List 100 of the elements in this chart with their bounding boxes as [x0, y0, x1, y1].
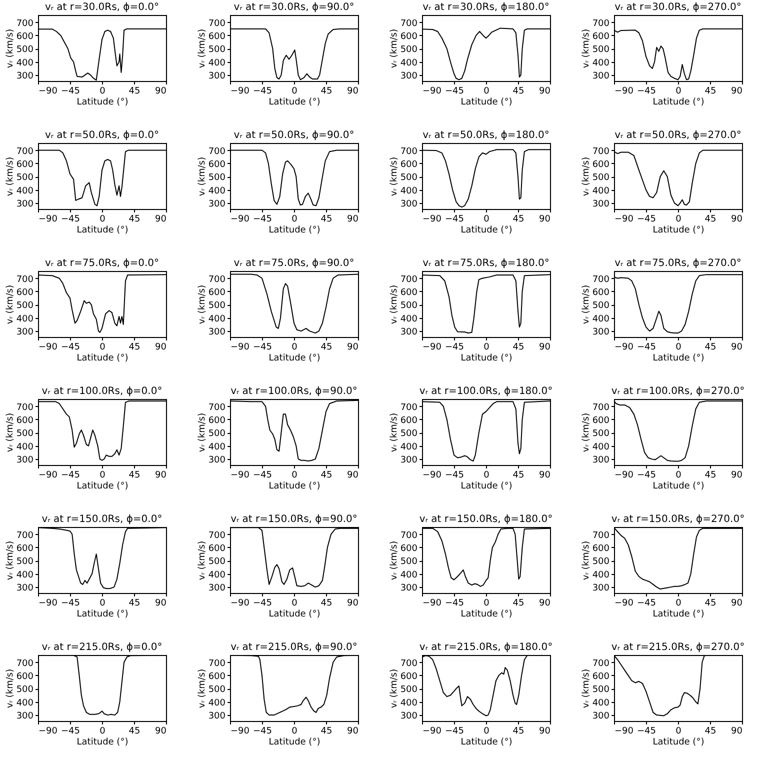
- x-tick-label: −90: [614, 214, 634, 224]
- y-tick-label: 400: [208, 698, 226, 708]
- y-tick-label: 300: [208, 584, 226, 594]
- y-axis-title: vᵣ (km/s): [5, 540, 16, 580]
- x-tick-label: 90: [155, 86, 167, 96]
- y-tick-label: 600: [592, 32, 610, 42]
- x-tick-label: 45: [320, 598, 332, 608]
- y-tick-label: 400: [208, 186, 226, 196]
- y-axis-title: vᵣ (km/s): [197, 28, 208, 68]
- chart-title: vᵣ at r=215.0Rs, ϕ=180.0°: [419, 642, 553, 653]
- y-tick-label: 400: [400, 314, 418, 324]
- x-tick-label: −45: [253, 214, 272, 224]
- y-tick-label: 300: [400, 456, 418, 466]
- y-tick-label: 400: [400, 58, 418, 68]
- x-tick-label: 90: [155, 598, 167, 608]
- x-tick-label: 0: [484, 86, 490, 96]
- x-tick-label: 90: [731, 726, 743, 736]
- y-tick-label: 300: [16, 584, 34, 594]
- line-series: [230, 400, 358, 462]
- x-tick-label: 90: [347, 598, 359, 608]
- y-axis-title: vᵣ (km/s): [389, 540, 400, 580]
- y-axis-title: vᵣ (km/s): [197, 156, 208, 196]
- x-tick-label: 45: [704, 726, 716, 736]
- x-tick-label: −45: [253, 598, 272, 608]
- y-tick-label: 400: [16, 186, 34, 196]
- y-tick-label: 700: [592, 402, 610, 413]
- x-tick-label: −45: [637, 214, 656, 224]
- x-axis-title: Latitude (°): [460, 738, 512, 748]
- x-tick-label: 0: [676, 342, 682, 352]
- x-tick-label: 0: [100, 86, 106, 96]
- y-tick-label: 700: [400, 18, 418, 29]
- y-tick-label: 600: [400, 32, 418, 42]
- y-tick-label: 500: [208, 173, 226, 184]
- x-tick-label: 90: [539, 86, 551, 96]
- x-tick-label: 45: [128, 342, 140, 352]
- x-tick-label: −45: [637, 470, 656, 480]
- x-tick-label: −90: [422, 214, 442, 224]
- chart-title: vᵣ at r=30.0Rs, ϕ=180.0°: [422, 2, 550, 13]
- x-axis-title: Latitude (°): [76, 738, 128, 748]
- x-tick-label: 0: [484, 726, 490, 736]
- x-tick-label: 45: [320, 86, 332, 96]
- x-axis-title: Latitude (°): [460, 354, 512, 364]
- x-tick-label: 0: [676, 214, 682, 224]
- y-tick-label: 600: [16, 544, 34, 554]
- x-tick-label: 45: [704, 214, 716, 224]
- x-tick-label: 45: [320, 726, 332, 736]
- chart-title: vᵣ at r=100.0Rs, ϕ=180.0°: [419, 386, 553, 397]
- x-tick-label: 45: [320, 214, 332, 224]
- x-tick-label: −90: [230, 470, 250, 480]
- x-tick-label: 90: [731, 214, 743, 224]
- y-tick-label: 500: [16, 173, 34, 184]
- y-tick-label: 500: [16, 557, 34, 568]
- x-axis-title: Latitude (°): [460, 226, 512, 236]
- x-axis-title: Latitude (°): [652, 738, 704, 748]
- y-tick-label: 400: [592, 314, 610, 324]
- x-tick-label: 45: [128, 86, 140, 96]
- y-tick-label: 300: [208, 456, 226, 466]
- x-tick-label: −45: [61, 342, 80, 352]
- y-axis-title: vᵣ (km/s): [197, 540, 208, 580]
- y-tick-label: 600: [16, 416, 34, 426]
- x-axis-title: Latitude (°): [652, 98, 704, 108]
- line-series: [422, 274, 550, 334]
- y-tick-label: 300: [592, 456, 610, 466]
- x-axis-title: Latitude (°): [460, 610, 512, 620]
- y-tick-label: 300: [592, 584, 610, 594]
- y-tick-label: 500: [400, 429, 418, 440]
- y-tick-label: 600: [400, 288, 418, 298]
- x-tick-label: −45: [637, 342, 656, 352]
- y-tick-label: 700: [208, 146, 226, 157]
- y-tick-label: 600: [16, 288, 34, 298]
- y-tick-label: 300: [400, 200, 418, 210]
- x-tick-label: −45: [253, 470, 272, 480]
- y-tick-label: 500: [592, 429, 610, 440]
- y-tick-label: 600: [16, 32, 34, 42]
- x-tick-label: 45: [128, 726, 140, 736]
- x-tick-label: 0: [484, 470, 490, 480]
- x-axis-title: Latitude (°): [652, 354, 704, 364]
- x-axis-title: Latitude (°): [268, 226, 320, 236]
- y-tick-label: 500: [208, 429, 226, 440]
- x-tick-label: 45: [128, 470, 140, 480]
- y-tick-label: 300: [16, 200, 34, 210]
- x-tick-label: −90: [38, 342, 58, 352]
- x-tick-label: 0: [676, 726, 682, 736]
- x-tick-label: −90: [38, 214, 58, 224]
- x-axis-title: Latitude (°): [268, 354, 320, 364]
- y-tick-label: 500: [592, 173, 610, 184]
- y-tick-label: 400: [16, 570, 34, 580]
- x-tick-label: 0: [292, 214, 298, 224]
- x-axis-title: Latitude (°): [268, 738, 320, 748]
- y-tick-label: 500: [400, 45, 418, 56]
- x-tick-label: 45: [128, 598, 140, 608]
- y-tick-label: 400: [592, 58, 610, 68]
- y-tick-label: 400: [400, 570, 418, 580]
- x-axis-title: Latitude (°): [76, 98, 128, 108]
- y-tick-label: 600: [208, 288, 226, 298]
- y-axis-title: vᵣ (km/s): [581, 284, 592, 324]
- y-tick-label: 300: [208, 72, 226, 82]
- y-tick-label: 500: [592, 45, 610, 56]
- y-axis-title: vᵣ (km/s): [389, 284, 400, 324]
- y-tick-label: 700: [592, 530, 610, 541]
